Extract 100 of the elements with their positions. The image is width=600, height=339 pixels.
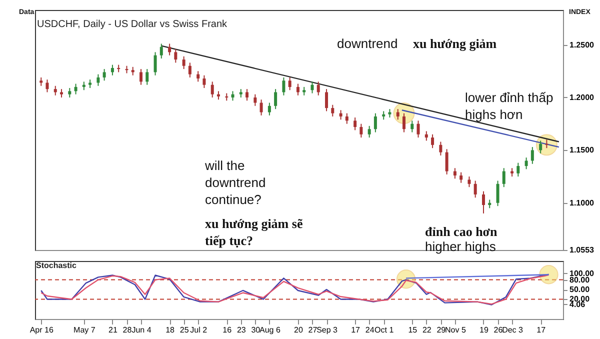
candlestick: [254, 94, 257, 106]
x-tick-label: 26: [494, 326, 504, 334]
x-tick-label: 27: [308, 326, 318, 334]
x-tick-label: 24: [365, 326, 375, 334]
candlestick: [174, 48, 178, 64]
annotation: xu hướng giảm: [413, 36, 497, 51]
candlestick: [453, 168, 456, 180]
x-tick-label: Aug 6: [259, 326, 281, 334]
candlestick: [282, 76, 286, 96]
y-tick-label: 1.1000: [570, 198, 595, 208]
x-tick-label: Sep 3: [316, 326, 338, 334]
candlestick: [396, 108, 400, 120]
candlestick: [445, 148, 448, 175]
annotation: higher highs: [425, 239, 496, 254]
x-tick-label: 16: [222, 326, 232, 334]
x-tick-label: 23: [236, 326, 246, 334]
x-tick-label: 19: [480, 326, 489, 334]
candlestick: [439, 141, 442, 156]
y-tick-label: 1.0553: [570, 246, 595, 254]
annotation: will the downtrend continue?: [204, 158, 266, 207]
annotation: highs hơn: [465, 107, 523, 122]
candlestick: [96, 74, 100, 86]
candlestick: [246, 88, 249, 102]
candlestick: [110, 64, 114, 76]
x-tick-label: Jun 4: [132, 326, 152, 334]
candlestick: [210, 81, 214, 98]
x-tick-label: Nov 5: [445, 326, 466, 334]
x-tick-label: 21: [108, 326, 118, 334]
y-tick-label: 1.2000: [570, 92, 595, 102]
candlestick: [460, 172, 463, 184]
candlestick: [482, 190, 485, 214]
x-tick-label: Apr 16: [30, 326, 54, 334]
candlestick: [168, 43, 172, 56]
candlestick: [140, 68, 143, 86]
candlestick: [416, 120, 420, 138]
x-tick-label: 17: [351, 326, 361, 334]
x-tick-label: 18: [166, 326, 176, 334]
candlestick: [296, 83, 300, 96]
candlestick: [154, 52, 157, 76]
candlestick: [188, 62, 192, 78]
candlestick: [410, 120, 414, 133]
text: USDCHF, Daily - US Dollar vs Swiss Frank: [37, 19, 228, 30]
candlestick: [68, 87, 72, 98]
candlestick: [530, 146, 534, 164]
candlestick: [339, 110, 342, 120]
x-tick-label: Jul 2: [190, 326, 208, 334]
candlestick: [539, 140, 542, 154]
candlestick: [431, 134, 434, 149]
annotation: downtrend: [337, 36, 398, 51]
y-tick-label: 50.00: [570, 285, 590, 294]
candlestick: [354, 117, 357, 131]
candlestick: [260, 99, 263, 116]
candlestick: [268, 102, 271, 116]
candlestick: [468, 176, 471, 188]
candlestick: [160, 43, 163, 59]
candlestick: [46, 79, 49, 93]
y-tick-label: 100.00: [570, 268, 595, 278]
candlestick: [310, 81, 314, 94]
annotation: lower đỉnh thấp: [465, 90, 554, 105]
candlestick: [325, 88, 328, 112]
x-tick-label: 25: [180, 326, 190, 334]
candlestick: [316, 81, 320, 96]
candlestick: [102, 68, 106, 82]
y-tick-label: 4.06: [570, 300, 586, 309]
x-tick-label: 30: [251, 326, 261, 334]
candlestick: [182, 56, 186, 70]
candlestick: [74, 83, 78, 95]
candlestick: [360, 123, 363, 138]
x-tick-label: 28: [122, 326, 132, 334]
candlestick: [288, 76, 292, 91]
x-tick-label: 17: [536, 326, 546, 334]
candlestick: [54, 85, 57, 96]
x-tick-label: May 7: [74, 326, 96, 334]
candlestick: [368, 125, 371, 138]
candlestick: [146, 68, 149, 86]
candlestick: [274, 88, 278, 110]
annotation: đỉnh cao hơn: [425, 224, 498, 239]
candlestick: [374, 112, 377, 133]
candlestick: [424, 130, 428, 142]
x-tick-label: 22: [422, 326, 432, 334]
candlestick: [496, 180, 500, 207]
y-tick-label: 80.00: [570, 275, 590, 284]
candlestick: [524, 157, 528, 170]
x-tick-label: 29: [436, 326, 446, 334]
candlestick: [196, 70, 200, 82]
x-tick-label: Dec 3: [502, 326, 524, 334]
candlestick: [231, 90, 234, 102]
y-tick-label: 1.2500: [570, 40, 595, 50]
annotation: xu hướng giảm sẽ tiếp tục?: [205, 216, 303, 248]
chart-title: Stochastic: [36, 261, 78, 270]
candlestick: [516, 162, 520, 178]
candlestick: [502, 168, 506, 188]
y-tick-label: 1.1500: [570, 146, 595, 155]
candlestick: [474, 180, 477, 198]
candlestick: [202, 74, 206, 88]
x-tick-label: 20: [294, 326, 304, 334]
candlestick: [402, 112, 406, 133]
x-tick-label: 15: [408, 326, 418, 334]
candlestick: [345, 112, 348, 124]
candlestick: [331, 104, 334, 117]
